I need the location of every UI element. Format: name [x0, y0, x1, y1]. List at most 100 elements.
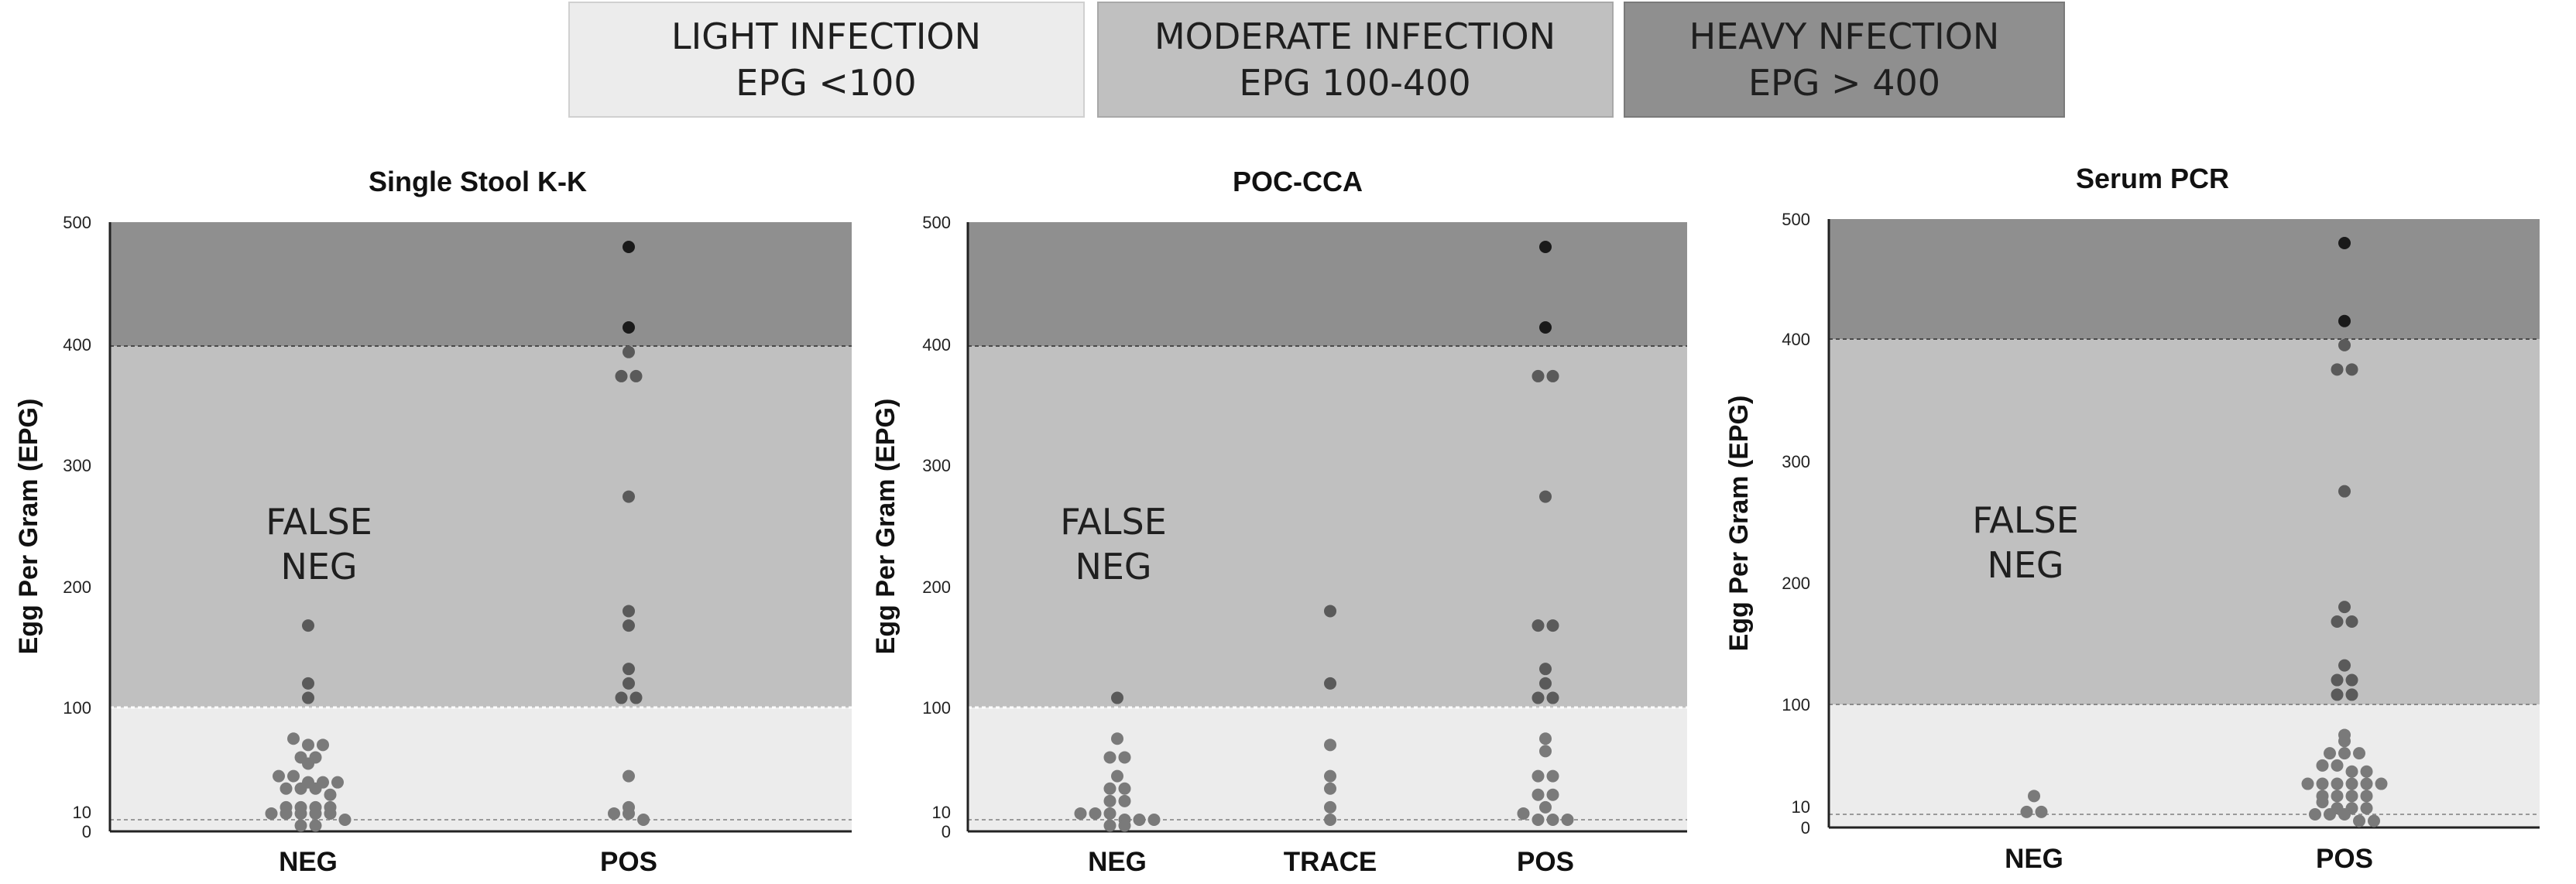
- data-point-pos: [623, 345, 635, 358]
- data-point-neg: [338, 814, 352, 826]
- legend: LIGHT INFECTION EPG <100 MODERATE INFECT…: [568, 2, 2065, 118]
- data-point-neg: [309, 782, 322, 795]
- y-tick-label: 100: [63, 698, 91, 718]
- data-point-neg: [280, 782, 293, 795]
- data-point-neg: [302, 691, 314, 704]
- data-point-pos: [1546, 619, 1559, 632]
- data-point-pos: [2360, 802, 2373, 815]
- data-point-pos: [623, 321, 635, 334]
- legend-heavy-line1: HEAVY NFECTION: [1689, 15, 2000, 57]
- data-point-pos: [629, 691, 643, 704]
- y-tick-label: 0: [82, 822, 91, 841]
- legend-moderate-line1: MODERATE INFECTION: [1154, 15, 1556, 57]
- data-point-pos: [623, 605, 635, 618]
- data-point-pos: [615, 369, 628, 382]
- data-point-neg: [1103, 807, 1116, 820]
- data-point-pos: [1546, 691, 1559, 704]
- data-point-trace: [1324, 605, 1336, 618]
- data-point-pos: [2324, 808, 2336, 821]
- data-point-pos: [2338, 735, 2351, 748]
- data-point-trace: [1324, 814, 1336, 826]
- y-tick-label: 0: [942, 822, 951, 841]
- y-ticks: 0 10 100 200 300 400 500: [1782, 210, 1810, 838]
- data-point-pos: [2360, 765, 2373, 778]
- data-point-pos: [2331, 759, 2344, 772]
- x-tick-label: POS: [2316, 844, 2373, 874]
- x-tick-label: NEG: [279, 847, 338, 877]
- y-tick-label: 10: [1792, 797, 1810, 817]
- data-point-neg: [1118, 794, 1131, 807]
- data-point-neg: [1147, 814, 1161, 826]
- legend-light: LIGHT INFECTION EPG <100: [568, 2, 1085, 118]
- legend-light-line2: EPG <100: [736, 62, 916, 104]
- y-tick-label: 200: [63, 577, 91, 597]
- false-neg-annotation: FALSE: [1060, 501, 1167, 543]
- data-point-pos: [1532, 619, 1545, 632]
- data-point-neg: [309, 807, 322, 820]
- data-point-neg: [1074, 807, 1087, 820]
- y-tick-label: 300: [63, 456, 91, 475]
- data-point-pos: [2338, 237, 2351, 249]
- data-point-pos: [2338, 601, 2351, 614]
- data-points: [265, 241, 650, 832]
- data-point-pos: [2338, 808, 2351, 821]
- data-point-trace: [1324, 782, 1336, 795]
- data-point-pos: [623, 807, 635, 820]
- data-point-neg: [1103, 751, 1116, 764]
- data-point-neg: [1118, 782, 1131, 795]
- band-light: [1829, 704, 2540, 827]
- data-point-neg: [294, 819, 307, 832]
- legend-moderate: MODERATE INFECTION EPG 100-400: [1097, 2, 1614, 118]
- data-point-neg: [1118, 819, 1131, 832]
- y-tick-label: 300: [922, 456, 951, 475]
- y-tick-label: 100: [1782, 695, 1810, 714]
- data-point-pos: [2368, 814, 2380, 827]
- y-tick-label: 10: [73, 803, 91, 822]
- data-point-pos: [1532, 769, 1545, 783]
- x-tick-label: NEG: [2005, 844, 2063, 874]
- data-point-pos: [2316, 759, 2329, 772]
- data-point-neg: [1133, 814, 1146, 826]
- data-point-pos: [1539, 663, 1552, 676]
- panel-title: POC-CCA: [1233, 166, 1363, 197]
- data-point-pos: [615, 691, 628, 704]
- data-point-pos: [2338, 338, 2351, 351]
- data-point-pos: [2316, 777, 2329, 790]
- data-point-pos: [2360, 777, 2373, 790]
- y-ticks: 0 10 100 200 300 400 500: [922, 213, 951, 841]
- data-point-neg: [324, 788, 337, 801]
- data-point-pos: [1561, 814, 1574, 826]
- data-point-pos: [1517, 807, 1530, 820]
- data-point-neg: [302, 677, 314, 690]
- false-neg-annotation: NEG: [1987, 544, 2063, 586]
- data-point-pos: [2331, 363, 2344, 376]
- band-moderate: [968, 346, 1687, 708]
- data-point-neg: [302, 757, 314, 770]
- y-tick-label: 500: [1782, 210, 1810, 229]
- data-point-neg: [317, 738, 329, 752]
- data-point-pos: [623, 663, 635, 676]
- data-point-pos: [2331, 790, 2344, 803]
- panel-serum-pcr: Serum PCR Egg Per Gram (EPG) 0 10 100 20…: [1724, 163, 2540, 874]
- data-point-pos: [623, 769, 635, 783]
- data-point-neg: [273, 769, 285, 783]
- data-point-pos: [2353, 814, 2365, 827]
- band-heavy: [110, 222, 852, 346]
- data-point-pos: [2338, 659, 2351, 672]
- data-point-trace: [1324, 769, 1336, 783]
- data-point-neg: [1103, 782, 1116, 795]
- false-neg-annotation: FALSE: [266, 501, 372, 543]
- data-point-pos: [1532, 369, 1545, 382]
- data-point-pos: [2375, 777, 2388, 790]
- data-point-neg: [1111, 691, 1123, 704]
- data-point-pos: [1539, 800, 1552, 814]
- y-tick-label: 500: [922, 213, 951, 232]
- false-neg-annotation: FALSE: [1972, 499, 2079, 541]
- data-point-pos: [1546, 788, 1559, 801]
- legend-heavy: HEAVY NFECTION EPG > 400: [1624, 2, 2065, 118]
- data-point-neg: [1111, 732, 1123, 745]
- data-points: [2020, 237, 2388, 827]
- data-point-pos: [623, 677, 635, 690]
- x-tick-label: TRACE: [1284, 847, 1377, 877]
